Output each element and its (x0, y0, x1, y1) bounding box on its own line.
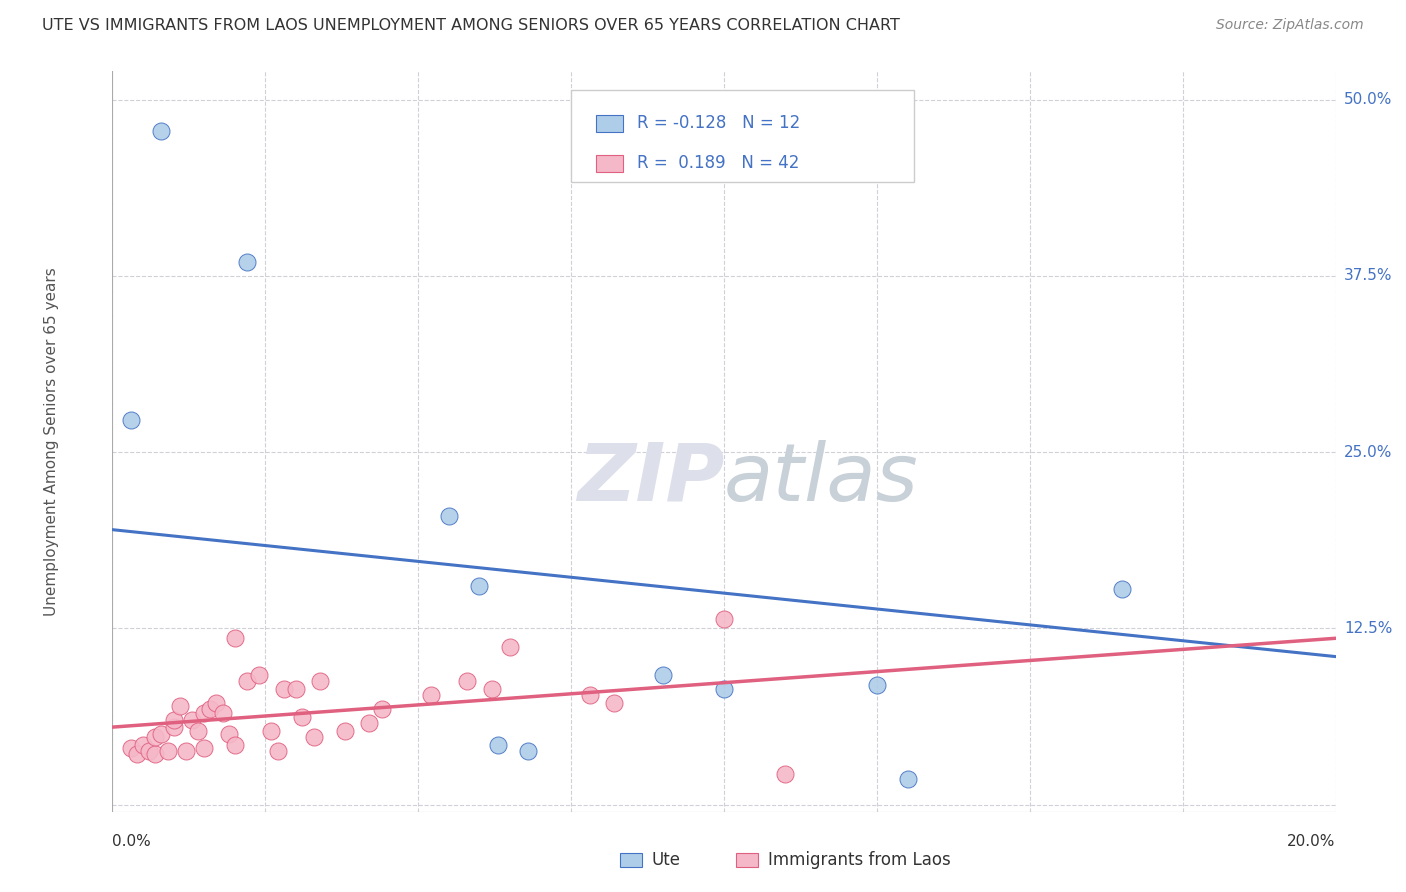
Point (163, 720, 186, 734)
Point (200, 702, 222, 716)
Point (143, 747, 166, 761)
Text: Ute: Ute (652, 851, 681, 869)
Point (481, 681, 503, 696)
Point (236, 673, 259, 688)
Point (517, 744, 540, 758)
FancyBboxPatch shape (596, 115, 623, 131)
Point (163, 713, 186, 727)
Point (236, 254, 259, 268)
Point (456, 673, 478, 688)
Point (486, 739, 509, 753)
Point (125, 747, 148, 761)
Point (205, 696, 228, 710)
Point (247, 668, 270, 682)
Point (132, 739, 155, 753)
Point (266, 744, 288, 758)
Point (578, 688, 600, 702)
Point (309, 673, 332, 688)
Point (333, 724, 356, 739)
Point (291, 710, 314, 724)
Text: UTE VS IMMIGRANTS FROM LAOS UNEMPLOYMENT AMONG SENIORS OVER 65 YEARS CORRELATION: UTE VS IMMIGRANTS FROM LAOS UNEMPLOYMENT… (42, 18, 900, 33)
Point (652, 668, 675, 682)
Point (775, 766, 797, 780)
Point (260, 724, 283, 739)
FancyBboxPatch shape (620, 853, 643, 866)
Point (218, 727, 240, 741)
Point (499, 640, 522, 654)
Point (224, 632, 246, 646)
FancyBboxPatch shape (571, 90, 914, 183)
Text: ZIP: ZIP (576, 440, 724, 517)
Text: R =  0.189   N = 42: R = 0.189 N = 42 (637, 154, 800, 172)
Point (193, 741, 215, 756)
Text: Immigrants from Laos: Immigrants from Laos (768, 851, 950, 869)
Text: 37.5%: 37.5% (1344, 268, 1392, 284)
Point (174, 744, 197, 758)
Text: Source: ZipAtlas.com: Source: ZipAtlas.com (1216, 18, 1364, 32)
Point (713, 681, 735, 696)
Point (193, 706, 215, 720)
Point (1111, 582, 1133, 596)
Point (224, 739, 246, 753)
Point (370, 702, 392, 716)
Point (897, 772, 920, 787)
Point (284, 681, 308, 696)
Point (304, 730, 326, 744)
Point (143, 730, 166, 744)
Text: 25.0%: 25.0% (1344, 444, 1392, 459)
Text: 50.0%: 50.0% (1344, 92, 1392, 107)
Text: 12.5%: 12.5% (1344, 621, 1392, 636)
Point (419, 688, 441, 702)
Point (187, 724, 209, 739)
Point (359, 715, 381, 730)
Text: 0.0%: 0.0% (112, 834, 152, 849)
Point (169, 698, 191, 713)
FancyBboxPatch shape (596, 155, 623, 171)
Point (138, 744, 160, 758)
Point (603, 696, 626, 710)
FancyBboxPatch shape (737, 853, 758, 866)
Text: atlas: atlas (724, 440, 920, 517)
Point (120, 741, 142, 756)
Text: 20.0%: 20.0% (1288, 834, 1336, 849)
Point (150, 727, 173, 741)
Point (866, 678, 889, 692)
Point (156, 744, 179, 758)
Point (273, 681, 295, 696)
Point (713, 611, 735, 625)
Point (437, 508, 460, 523)
Text: Unemployment Among Seniors over 65 years: Unemployment Among Seniors over 65 years (44, 268, 59, 615)
Text: R = -0.128   N = 12: R = -0.128 N = 12 (637, 114, 800, 132)
Point (211, 706, 233, 720)
Point (181, 713, 204, 727)
Point (468, 579, 491, 593)
Point (120, 412, 142, 426)
Point (150, 123, 173, 137)
